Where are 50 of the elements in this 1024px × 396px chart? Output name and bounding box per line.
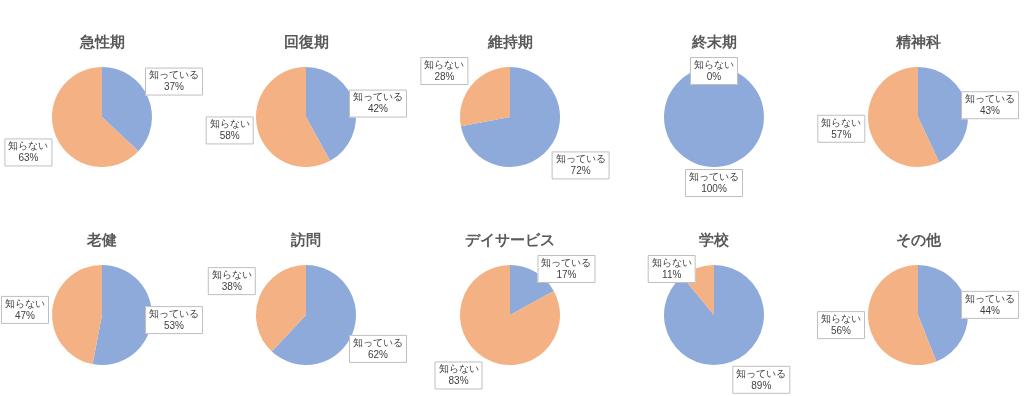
slice-label: 知らない	[438, 363, 479, 375]
data-label: 89%	[751, 379, 772, 391]
data-label: 37%	[163, 81, 185, 93]
data-label: 43%	[979, 104, 1001, 116]
chart-title: 老健	[86, 231, 117, 249]
chart-title: 急性期	[78, 33, 125, 51]
slice-label: 知っている	[555, 153, 606, 165]
slice-label: 知らない	[8, 140, 49, 152]
slice-label: 知らない	[5, 297, 45, 309]
data-label: 72%	[570, 165, 591, 177]
slice-label: 知っている	[353, 336, 403, 348]
slice-label: 知らない	[821, 116, 862, 128]
slice-label: 知っている	[736, 367, 787, 379]
data-label: 56%	[830, 324, 852, 336]
slice-label: 知らない	[209, 118, 250, 130]
data-label: 58%	[219, 130, 240, 142]
data-label: 100%	[701, 182, 727, 194]
chart-title: デイサービス	[465, 231, 555, 249]
slice-label: 知っている	[689, 170, 739, 182]
slice-label: 知らない	[211, 268, 252, 280]
chart-title: 訪問	[290, 231, 321, 249]
slice-label: 知らない	[821, 312, 861, 324]
data-label: 62%	[367, 348, 389, 360]
data-label: 28%	[434, 70, 455, 82]
chart-title: 回復期	[283, 33, 329, 51]
chart-title: 終末期	[690, 33, 737, 51]
text: 0%	[706, 70, 722, 82]
chart-title: 維持期	[486, 33, 533, 51]
category-label: 知らない	[694, 58, 734, 70]
data-label: 53%	[163, 319, 185, 331]
slice-label: 知っている	[149, 69, 199, 81]
slice-label: 知らない	[424, 58, 465, 70]
slice-label: 知らない	[651, 256, 692, 268]
data-label: 83%	[448, 375, 469, 387]
slice-label: 知っている	[353, 91, 403, 103]
slice-label: 知っている	[965, 292, 1015, 304]
chart-title: その他	[895, 231, 942, 249]
data-label: 38%	[221, 280, 242, 292]
data-label: 57%	[831, 128, 852, 140]
chart-title: 学校	[699, 231, 730, 249]
data-label: 47%	[14, 309, 36, 321]
chart-title: 精神科	[894, 33, 941, 51]
data-label: 63%	[18, 152, 39, 164]
slice-label: 知っている	[149, 307, 199, 319]
data-label: 17%	[556, 268, 577, 280]
data-label: 42%	[367, 103, 389, 115]
slice-label: 知っている	[965, 92, 1015, 104]
data-label: 11%	[662, 268, 682, 280]
data-label: 44%	[979, 304, 1001, 316]
slice-label: 知っている	[541, 256, 592, 268]
